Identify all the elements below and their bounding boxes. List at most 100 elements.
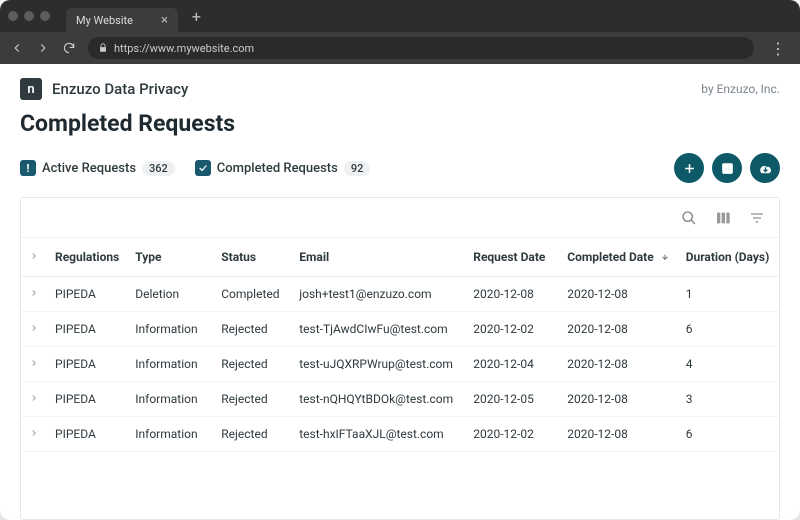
col-type[interactable]: Type: [127, 238, 213, 277]
expand-row-icon[interactable]: [21, 312, 47, 347]
cell-status: Rejected: [213, 312, 291, 347]
cell-request-date: 2020-12-08: [465, 277, 559, 312]
cell-duration: 6: [678, 417, 779, 452]
lock-icon: [98, 43, 108, 53]
table-header: Regulations Type Status Email Request Da…: [21, 238, 779, 277]
action-buttons: PDF: [674, 153, 780, 183]
expand-row-icon[interactable]: [21, 347, 47, 382]
svg-text:PDF: PDF: [722, 167, 731, 173]
tab-completed-requests[interactable]: Completed Requests 92: [195, 160, 371, 176]
completed-requests-count: 92: [344, 161, 371, 176]
download-button[interactable]: [750, 153, 780, 183]
alert-icon: !: [20, 160, 36, 176]
cell-email: test-uJQXRPWrup@test.com: [291, 347, 465, 382]
brand-logo: n: [20, 78, 42, 100]
maximize-window[interactable]: [40, 11, 50, 21]
cell-request-date: 2020-12-05: [465, 382, 559, 417]
cell-type: Information: [127, 347, 213, 382]
cell-status: Completed: [213, 277, 291, 312]
active-requests-label: Active Requests: [42, 161, 136, 176]
search-icon[interactable]: [681, 210, 697, 226]
cell-request-date: 2020-12-04: [465, 347, 559, 382]
completed-requests-label: Completed Requests: [217, 161, 338, 176]
table-row[interactable]: PIPEDAInformationRejectedtest-TjAwdCIwFu…: [21, 312, 779, 347]
browser-menu-icon[interactable]: ⋮: [766, 39, 790, 58]
cell-regulations: PIPEDA: [47, 277, 127, 312]
cell-status: Rejected: [213, 382, 291, 417]
table-row[interactable]: PIPEDADeletionCompletedjosh+test1@enzuzo…: [21, 277, 779, 312]
cell-regulations: PIPEDA: [47, 347, 127, 382]
table-toolbar: [21, 198, 779, 238]
cell-completed-date: 2020-12-08: [559, 347, 677, 382]
page-title: Completed Requests: [0, 110, 800, 153]
tab-active-requests[interactable]: ! Active Requests 362: [20, 160, 175, 176]
cell-type: Information: [127, 312, 213, 347]
requests-table-card: Regulations Type Status Email Request Da…: [20, 197, 780, 520]
close-window[interactable]: [8, 11, 18, 21]
table-row[interactable]: PIPEDAInformationRejectedtest-hxIFTaaXJL…: [21, 417, 779, 452]
url-text: https://www.mywebsite.com: [114, 42, 254, 55]
by-line: by Enzuzo, Inc.: [701, 82, 780, 96]
col-status[interactable]: Status: [213, 238, 291, 277]
browser-address-bar: https://www.mywebsite.com ⋮: [0, 32, 800, 64]
url-input[interactable]: https://www.mywebsite.com: [88, 37, 754, 59]
cell-request-date: 2020-12-02: [465, 312, 559, 347]
window-controls: [8, 11, 58, 21]
cell-duration: 4: [678, 347, 779, 382]
col-request-date[interactable]: Request Date: [465, 238, 559, 277]
cell-email: test-TjAwdCIwFu@test.com: [291, 312, 465, 347]
expand-all-header[interactable]: [21, 238, 47, 277]
cell-type: Information: [127, 382, 213, 417]
reload-icon[interactable]: [62, 41, 76, 55]
minimize-window[interactable]: [24, 11, 34, 21]
cell-duration: 3: [678, 382, 779, 417]
close-tab-icon[interactable]: ×: [161, 13, 168, 28]
cell-completed-date: 2020-12-08: [559, 382, 677, 417]
new-tab-icon[interactable]: +: [186, 7, 207, 26]
col-email[interactable]: Email: [291, 238, 465, 277]
table-row[interactable]: PIPEDAInformationRejectedtest-nQHQYtBDOk…: [21, 382, 779, 417]
cell-email: test-nQHQYtBDOk@test.com: [291, 382, 465, 417]
cell-type: Deletion: [127, 277, 213, 312]
cell-duration: 1: [678, 277, 779, 312]
requests-table: Regulations Type Status Email Request Da…: [21, 238, 779, 452]
expand-row-icon[interactable]: [21, 417, 47, 452]
filter-icon[interactable]: [749, 210, 765, 226]
brand-title: Enzuzo Data Privacy: [52, 80, 188, 98]
sort-desc-icon: [657, 250, 670, 264]
cell-regulations: PIPEDA: [47, 312, 127, 347]
tab-title: My Website: [76, 14, 133, 27]
cell-request-date: 2020-12-02: [465, 417, 559, 452]
active-requests-count: 362: [142, 161, 175, 176]
cell-completed-date: 2020-12-08: [559, 277, 677, 312]
browser-tab[interactable]: My Website ×: [66, 8, 178, 32]
cell-completed-date: 2020-12-08: [559, 312, 677, 347]
cell-duration: 6: [678, 312, 779, 347]
pdf-export-button[interactable]: PDF: [712, 153, 742, 183]
table-row[interactable]: PIPEDAInformationRejectedtest-uJQXRPWrup…: [21, 347, 779, 382]
request-nav: ! Active Requests 362 Completed Requests…: [0, 153, 800, 197]
cell-completed-date: 2020-12-08: [559, 417, 677, 452]
cell-regulations: PIPEDA: [47, 417, 127, 452]
forward-icon[interactable]: [36, 41, 50, 55]
cell-regulations: PIPEDA: [47, 382, 127, 417]
browser-tabbar: My Website × +: [0, 0, 800, 32]
table-body: PIPEDADeletionCompletedjosh+test1@enzuzo…: [21, 277, 779, 452]
columns-icon[interactable]: [715, 210, 731, 226]
add-button[interactable]: [674, 153, 704, 183]
col-completed-date[interactable]: Completed Date: [559, 238, 677, 277]
col-regulations[interactable]: Regulations: [47, 238, 127, 277]
cell-status: Rejected: [213, 347, 291, 382]
expand-row-icon[interactable]: [21, 382, 47, 417]
expand-row-icon[interactable]: [21, 277, 47, 312]
app-header: n Enzuzo Data Privacy by Enzuzo, Inc.: [0, 64, 800, 110]
brand: n Enzuzo Data Privacy: [20, 78, 188, 100]
browser-window: My Website × + https://www.mywebsite.com…: [0, 0, 800, 520]
back-icon[interactable]: [10, 41, 24, 55]
cell-type: Information: [127, 417, 213, 452]
check-icon: [195, 160, 211, 176]
cell-email: test-hxIFTaaXJL@test.com: [291, 417, 465, 452]
col-completed-date-label: Completed Date: [567, 250, 653, 264]
col-duration[interactable]: Duration (Days): [678, 238, 779, 277]
cell-status: Rejected: [213, 417, 291, 452]
